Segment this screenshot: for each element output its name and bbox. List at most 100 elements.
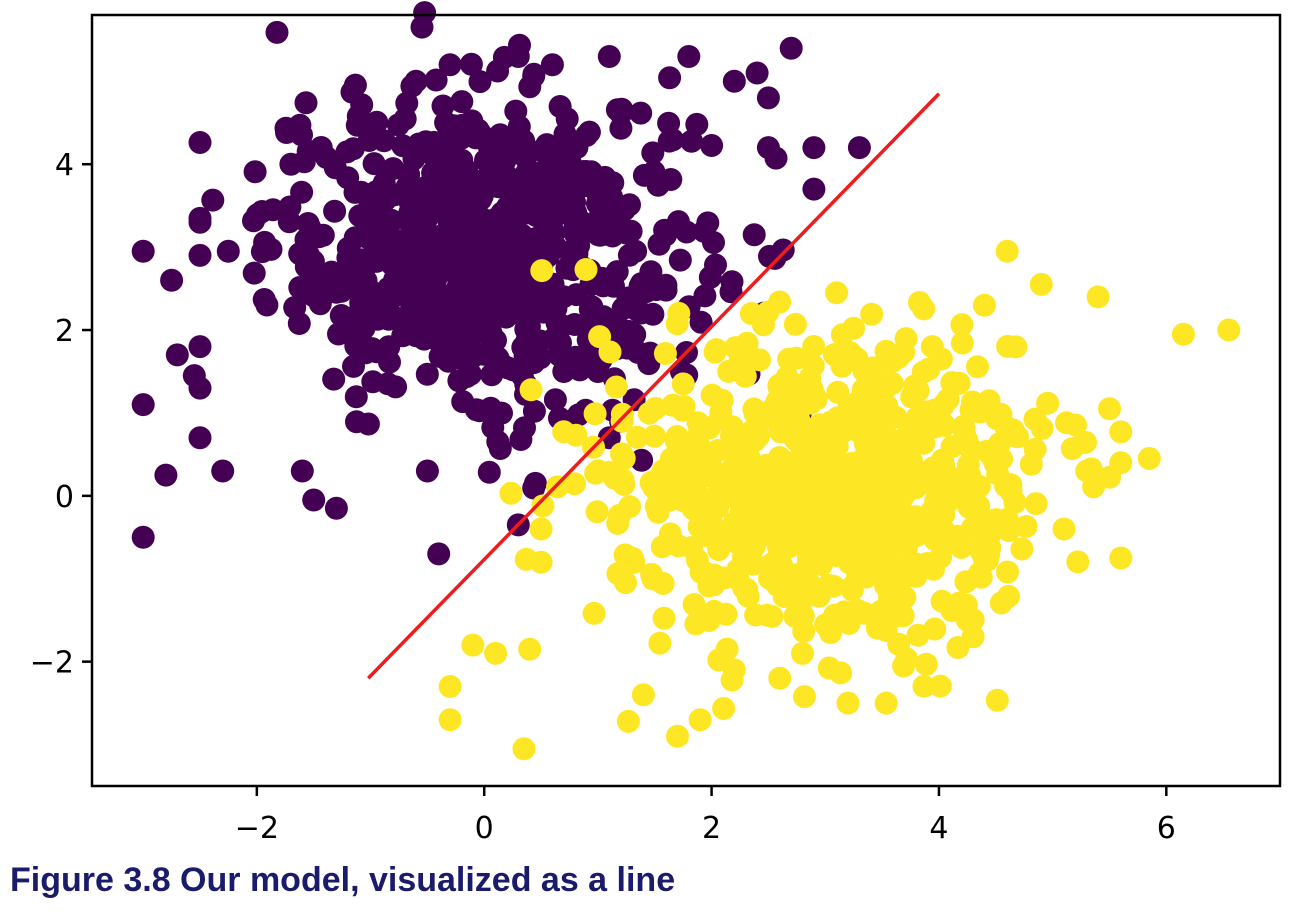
data-point bbox=[188, 426, 212, 450]
data-point bbox=[188, 243, 212, 267]
data-point bbox=[874, 691, 898, 715]
data-point bbox=[287, 312, 311, 335]
data-point bbox=[777, 347, 801, 371]
data-point bbox=[742, 223, 766, 247]
data-point bbox=[954, 570, 978, 594]
data-point bbox=[908, 291, 931, 314]
data-point bbox=[1023, 407, 1047, 431]
data-point bbox=[365, 110, 389, 134]
data-point bbox=[724, 336, 747, 360]
data-point bbox=[639, 260, 663, 284]
data-point bbox=[1024, 492, 1048, 516]
data-point bbox=[436, 114, 460, 138]
data-point bbox=[1217, 318, 1241, 342]
data-point bbox=[860, 302, 884, 326]
data-point bbox=[675, 220, 698, 244]
data-point bbox=[682, 593, 706, 616]
data-point bbox=[609, 102, 633, 125]
data-point bbox=[327, 322, 350, 346]
data-point bbox=[885, 574, 909, 598]
data-point bbox=[302, 488, 326, 512]
data-point bbox=[296, 212, 320, 235]
data-point bbox=[352, 334, 376, 358]
data-point bbox=[377, 276, 400, 300]
data-point bbox=[641, 567, 665, 591]
data-point bbox=[563, 313, 587, 336]
data-point bbox=[595, 202, 619, 226]
data-point bbox=[324, 496, 348, 520]
data-point bbox=[386, 113, 410, 137]
data-point bbox=[610, 409, 634, 433]
data-point bbox=[977, 543, 1001, 567]
data-point bbox=[665, 425, 689, 448]
data-point bbox=[1001, 418, 1025, 442]
data-point bbox=[588, 179, 612, 202]
data-point bbox=[399, 214, 423, 238]
data-point bbox=[522, 399, 546, 423]
data-point bbox=[1137, 447, 1161, 470]
data-point bbox=[489, 255, 513, 279]
data-point bbox=[362, 152, 386, 176]
data-point bbox=[967, 474, 991, 498]
data-point bbox=[279, 152, 303, 176]
data-point bbox=[604, 375, 628, 399]
data-point bbox=[884, 405, 908, 429]
y-tick-label: 4 bbox=[55, 148, 74, 183]
data-point bbox=[825, 281, 849, 305]
data-point bbox=[460, 109, 484, 133]
data-point bbox=[653, 342, 677, 365]
data-point bbox=[900, 385, 924, 409]
data-point bbox=[845, 598, 869, 622]
data-point bbox=[616, 286, 640, 310]
data-point bbox=[424, 68, 448, 92]
data-point bbox=[543, 388, 567, 412]
data-point bbox=[540, 53, 564, 77]
data-point bbox=[349, 180, 373, 204]
data-point bbox=[438, 53, 462, 77]
data-point bbox=[893, 534, 917, 557]
data-point bbox=[301, 284, 325, 308]
data-point bbox=[425, 233, 449, 256]
data-point bbox=[188, 376, 212, 400]
data-point bbox=[535, 133, 559, 157]
data-point bbox=[793, 685, 816, 709]
data-point bbox=[447, 369, 471, 393]
data-point bbox=[531, 494, 555, 518]
data-point bbox=[451, 390, 475, 414]
data-point bbox=[996, 560, 1019, 584]
data-point bbox=[259, 237, 283, 261]
data-point bbox=[995, 239, 1019, 263]
data-point bbox=[614, 571, 637, 595]
data-point bbox=[504, 99, 528, 123]
data-point bbox=[346, 104, 370, 128]
data-point bbox=[892, 654, 916, 678]
data-point bbox=[583, 402, 607, 426]
data-point bbox=[501, 285, 524, 309]
figure-caption: Figure 3.8 Our model, visualized as a li… bbox=[10, 861, 676, 899]
data-point bbox=[255, 293, 279, 317]
data-point bbox=[961, 625, 985, 649]
data-point bbox=[460, 345, 484, 369]
data-point bbox=[476, 230, 499, 254]
data-point bbox=[427, 542, 451, 566]
data-point bbox=[1014, 515, 1038, 538]
data-point bbox=[896, 449, 920, 473]
y-tick-label: 2 bbox=[55, 314, 74, 349]
data-point bbox=[552, 360, 576, 383]
data-point bbox=[584, 461, 608, 485]
data-point bbox=[641, 141, 665, 165]
data-point bbox=[630, 448, 654, 472]
data-point bbox=[615, 336, 639, 360]
data-point bbox=[808, 415, 831, 439]
data-point bbox=[801, 515, 825, 539]
data-point bbox=[479, 141, 503, 164]
data-point bbox=[486, 430, 510, 454]
data-point bbox=[787, 447, 811, 471]
data-point bbox=[639, 471, 663, 495]
data-point bbox=[697, 574, 721, 598]
data-point bbox=[434, 343, 458, 367]
data-point bbox=[1003, 490, 1027, 514]
series-0 bbox=[131, 1, 871, 566]
data-point bbox=[914, 652, 938, 676]
data-point bbox=[409, 181, 433, 205]
